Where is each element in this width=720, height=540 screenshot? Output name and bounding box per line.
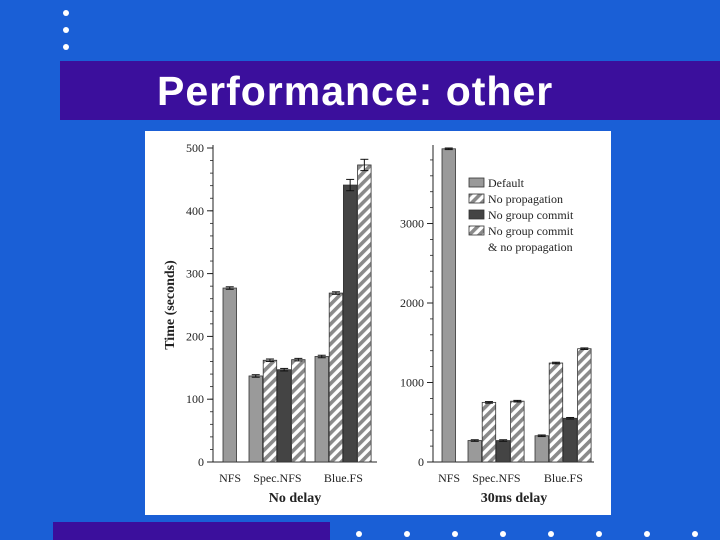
footer-dot xyxy=(500,531,506,537)
bar xyxy=(262,359,278,463)
legend-swatch xyxy=(468,177,485,188)
y-tick-label: 200 xyxy=(186,329,204,343)
y-tick-label: 3000 xyxy=(400,217,424,231)
bar xyxy=(510,400,525,463)
legend-label: No propagation xyxy=(488,192,563,206)
y-tick-label: 300 xyxy=(186,267,204,281)
bar xyxy=(357,164,372,463)
footer-dot xyxy=(644,531,650,537)
y-tick-label: 100 xyxy=(186,392,204,406)
y-tick-label: 0 xyxy=(198,455,204,469)
y-tick-label: 2000 xyxy=(400,296,424,310)
legend-label: Default xyxy=(488,176,525,190)
y-tick-label: 500 xyxy=(186,141,204,155)
y-axis-label: Time (seconds) xyxy=(163,260,178,350)
bullet-dot xyxy=(63,27,69,33)
bar xyxy=(314,356,329,463)
bar xyxy=(495,440,511,463)
chart-figure: 0 100 200 300 400 500 Time (seconds) NFS Spec.NF… xyxy=(163,141,594,506)
bar xyxy=(467,440,482,463)
x-axis-label: 30ms delay xyxy=(481,491,548,506)
bar xyxy=(248,375,263,463)
legend-swatch xyxy=(468,193,485,204)
figure-panel: 0 100 200 300 400 500 Time (seconds) NFS Spec.NF… xyxy=(145,131,611,515)
x-tick-label: NFS xyxy=(438,471,460,485)
x-tick-label: Blue.FS xyxy=(324,471,363,485)
bullet-dot xyxy=(63,10,69,16)
footer-dot xyxy=(404,531,410,537)
bar xyxy=(481,401,497,463)
bar xyxy=(548,362,564,463)
footer-dot xyxy=(596,531,602,537)
x-axis-label: No delay xyxy=(269,491,322,506)
x-tick-label: Spec.NFS xyxy=(253,471,301,485)
x-tick-label: Blue.FS xyxy=(544,471,583,485)
legend-label: No group commit xyxy=(488,208,574,222)
legend-label: No group commit xyxy=(488,224,574,238)
legend-swatch xyxy=(468,225,485,236)
footer-dot xyxy=(692,531,698,537)
bar xyxy=(577,348,592,463)
title-bar xyxy=(60,61,720,120)
slide-title: Performance: other xyxy=(157,68,554,114)
footer-dot xyxy=(548,531,554,537)
footer-bar xyxy=(53,522,330,540)
bar xyxy=(291,359,306,463)
bar xyxy=(562,417,578,463)
bar xyxy=(328,292,344,463)
bar xyxy=(222,287,237,463)
footer-dot xyxy=(452,531,458,537)
bar xyxy=(534,435,549,463)
x-tick-label: Spec.NFS xyxy=(472,471,520,485)
bar xyxy=(276,369,292,463)
legend-label: & no propagation xyxy=(488,240,573,254)
x-tick-label: NFS xyxy=(219,471,241,485)
bar xyxy=(342,184,358,463)
footer-dot xyxy=(356,531,362,537)
bar xyxy=(441,148,456,463)
y-tick-label: 400 xyxy=(186,204,204,218)
y-tick-label: 0 xyxy=(418,455,424,469)
bullet-dot xyxy=(63,44,69,50)
y-tick-label: 1000 xyxy=(400,376,424,390)
legend-swatch xyxy=(468,209,485,220)
